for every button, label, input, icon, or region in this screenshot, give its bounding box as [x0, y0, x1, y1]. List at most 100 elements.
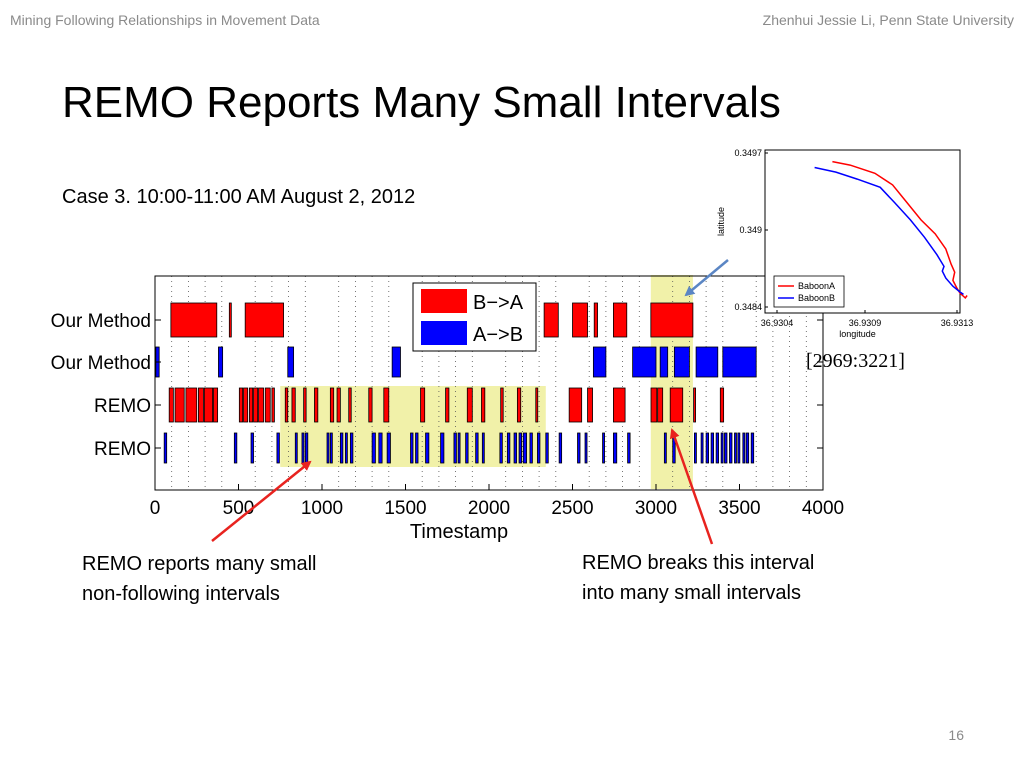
row-label: REMO [94, 396, 151, 417]
x-axis-label: longitude [839, 329, 876, 339]
interval-bar [584, 432, 588, 464]
interval-bar [163, 432, 168, 464]
legend-swatch [421, 289, 467, 313]
interval-bar [657, 387, 664, 423]
annotation-left-line-2: non-following intervals [82, 583, 280, 605]
interval-bar [500, 387, 504, 423]
interval-bar [213, 387, 219, 423]
interval-bar [650, 387, 658, 423]
trajectory-chart: 0.3497 0.349 0.3484 36.9304 36.9309 36.9313 lo… [716, 148, 973, 339]
interval-bar [218, 346, 224, 378]
interval-bar [518, 432, 522, 464]
page-number: 16 [948, 727, 964, 743]
y-tick-label: 0.3497 [734, 148, 762, 158]
interval-bar [349, 432, 354, 464]
interval-bar [329, 387, 335, 423]
interval-bar [284, 387, 289, 423]
interval-bar [627, 432, 631, 464]
interval-bar [453, 432, 457, 464]
interval-bar [513, 432, 517, 464]
interval-bar [250, 432, 254, 464]
arrow-top [684, 259, 729, 297]
interval-bar [287, 346, 295, 378]
interval-bar [170, 302, 218, 338]
x-tick-label: 2000 [468, 498, 510, 519]
timeline-chart: Our Method Our Method REMO REMO 0 500 1000 1500… [51, 275, 844, 543]
interval-bar [264, 387, 271, 423]
interval-bar [329, 432, 333, 464]
legend-swatch [421, 321, 467, 345]
x-tick-label: 3500 [718, 498, 760, 519]
interval-bar [303, 387, 307, 423]
interval-bar [695, 346, 719, 378]
interval-bar [724, 432, 728, 464]
interval-bar [301, 432, 305, 464]
interval-bar [529, 432, 533, 464]
interval-bar [602, 432, 605, 464]
case-description: Case 3. 10:00-11:00 AM August 2, 2012 [62, 186, 416, 208]
x-tick-label: 500 [223, 498, 255, 519]
interval-bar [537, 432, 541, 464]
annotation-left-line-1: REMO reports many small [82, 553, 317, 575]
y-tick-label: 0.349 [739, 225, 762, 235]
y-tick-label: 0.3484 [734, 302, 762, 312]
interval-bar [258, 387, 264, 423]
interval-bar [425, 432, 430, 464]
interval-bar [572, 302, 588, 338]
interval-bar [271, 387, 275, 423]
interval-bar [243, 387, 249, 423]
slide-title: REMO Reports Many Small Intervals [62, 78, 781, 127]
row-label: REMO [94, 439, 151, 460]
x-tick-label: 2500 [551, 498, 593, 519]
interval-bar [168, 387, 174, 423]
interval-bar [506, 432, 511, 464]
interval-bar [568, 387, 583, 423]
interval-bar [545, 432, 549, 464]
interval-bar [420, 387, 426, 423]
legend-label: A−>B [473, 324, 523, 346]
interval-bar [669, 387, 684, 423]
interval-bar [238, 387, 244, 423]
interval-bar [613, 387, 626, 423]
interval-bar [198, 387, 204, 423]
interval-bar [383, 387, 390, 423]
trajectory-legend-label: BaboonA [798, 281, 835, 291]
interval-bar [174, 387, 185, 423]
trajectory-legend-box [773, 275, 845, 308]
trajectory-line [814, 166, 964, 296]
interval-bar [304, 432, 309, 464]
interval-bar [499, 432, 503, 464]
interval-bar [378, 432, 383, 464]
interval-bar [368, 387, 373, 423]
interval-bar [543, 302, 559, 338]
interval-bar [344, 432, 348, 464]
interval-bar [737, 432, 741, 464]
interval-bar [445, 387, 450, 423]
x-tick-label: 1000 [301, 498, 343, 519]
trajectory-legend-label: BaboonB [798, 293, 835, 303]
interval-bar [719, 387, 725, 423]
interval-bar [745, 432, 750, 464]
interval-bar [613, 302, 628, 338]
interval-bar [253, 387, 259, 423]
interval-bar [294, 432, 298, 464]
x-tick-label: 36.9313 [941, 318, 974, 328]
interval-bar [248, 387, 254, 423]
header-right: Zhenhui Jessie Li, Penn State University [762, 12, 1014, 28]
interval-bar [587, 387, 593, 423]
interval-bar [659, 346, 669, 378]
x-axis-label: Timestamp [410, 521, 508, 543]
annotation-left: REMO reports many small non-following in… [82, 549, 317, 609]
x-tick-label: 36.9304 [761, 318, 794, 328]
interval-bar [577, 432, 581, 464]
interval-bar [535, 387, 539, 423]
interval-bar [415, 432, 419, 464]
x-tick-label: 4000 [802, 498, 844, 519]
interval-bar [481, 387, 486, 423]
interval-bar [481, 432, 485, 464]
interval-bar [336, 387, 341, 423]
interval-bar [203, 387, 214, 423]
interval-range-label: [2969:3221] [806, 350, 905, 372]
interval-bar [720, 432, 724, 464]
x-tick-label: 1500 [384, 498, 426, 519]
